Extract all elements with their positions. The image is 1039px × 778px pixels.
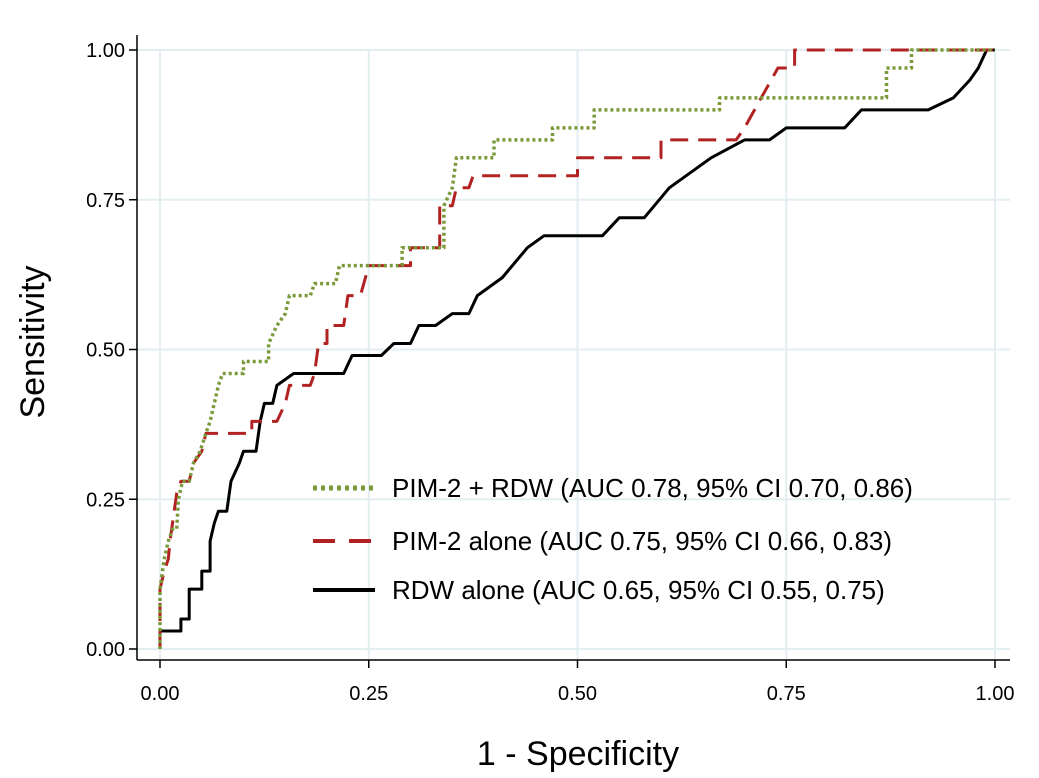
y-tick-label: 1.00 [86,40,125,62]
series-line-3 [158,48,995,649]
y-tick-label: 0.75 [86,190,125,212]
series-line-1 [158,48,995,649]
y-axis-title: Sensitivity [14,265,52,418]
legend-label: PIM-2 + RDW (AUC 0.78, 95% CI 0.70, 0.86… [392,473,913,503]
x-axis-ticks: 0.00 0.25 0.50 0.75 1.00 [141,660,1015,705]
legend-label: RDW alone (AUC 0.65, 95% CI 0.55, 0.75) [392,575,885,605]
y-axis-ticks: 0.00 0.25 0.50 0.75 1.00 [86,40,137,661]
x-tick-label: 0.75 [767,683,806,705]
y-tick-label: 0.50 [86,340,125,362]
legend: PIM-2 + RDW (AUC 0.78, 95% CI 0.70, 0.86… [313,473,913,605]
x-tick-label: 0.25 [349,683,388,705]
axes [136,35,1010,661]
x-axis-title: 1 - Specificity [477,735,679,773]
x-tick-label: 0.50 [558,683,597,705]
x-tick-label: 1.00 [976,683,1015,705]
y-tick-label: 0.00 [86,639,125,661]
y-tick-label: 0.25 [86,489,125,511]
legend-label: PIM-2 alone (AUC 0.75, 95% CI 0.66, 0.83… [392,526,892,556]
x-tick-label: 0.00 [141,683,180,705]
series-lines [158,48,995,649]
